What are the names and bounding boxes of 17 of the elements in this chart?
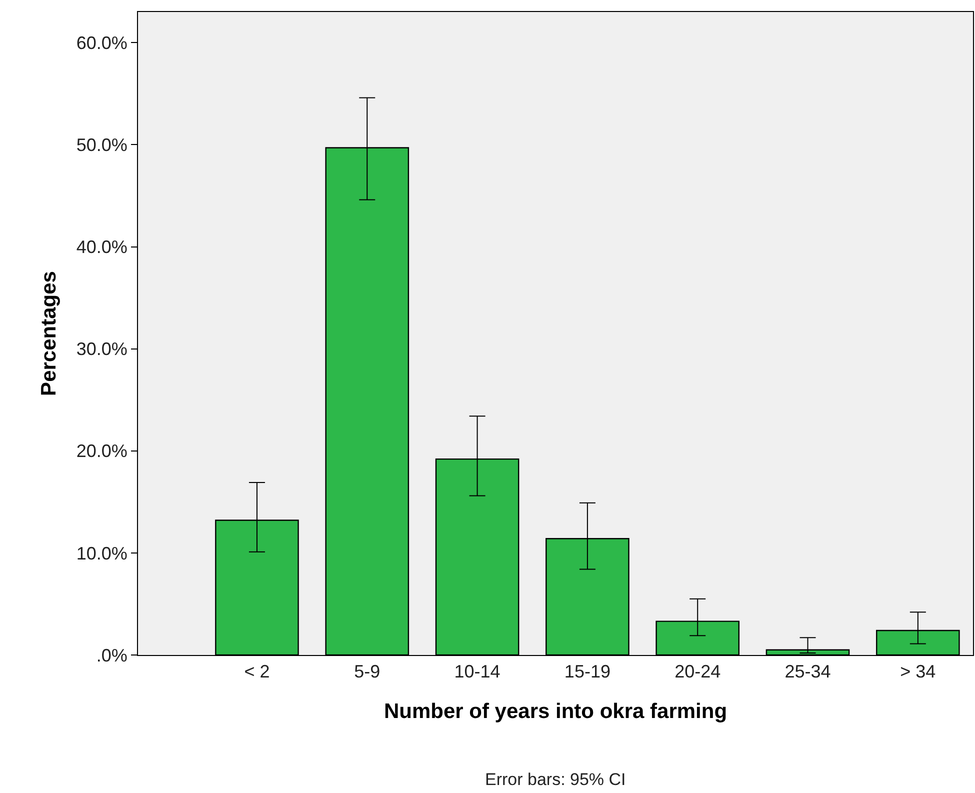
- x-tick-label: < 2: [244, 662, 270, 682]
- x-axis-title: Number of years into okra farming: [384, 700, 728, 723]
- y-tick-label: 10.0%: [76, 543, 128, 564]
- y-tick-label: 30.0%: [76, 339, 128, 360]
- x-tick-label: 20-24: [674, 662, 721, 682]
- y-tick-label: 60.0%: [76, 32, 128, 53]
- y-tick-label: 40.0%: [76, 237, 128, 258]
- y-tick-label: 20.0%: [76, 441, 128, 462]
- x-tick-label: 25-34: [784, 662, 831, 682]
- y-tick-label: 50.0%: [76, 134, 128, 155]
- y-tick-label: .0%: [96, 645, 128, 666]
- y-axis-title: Percentages: [38, 271, 61, 396]
- text: Error bars: 95% CI: [485, 770, 626, 789]
- x-tick-label: > 34: [900, 662, 936, 682]
- x-tick-label: 10-14: [454, 662, 500, 682]
- x-tick-label: 15-19: [564, 662, 610, 682]
- x-tick-label: 5-9: [354, 662, 380, 682]
